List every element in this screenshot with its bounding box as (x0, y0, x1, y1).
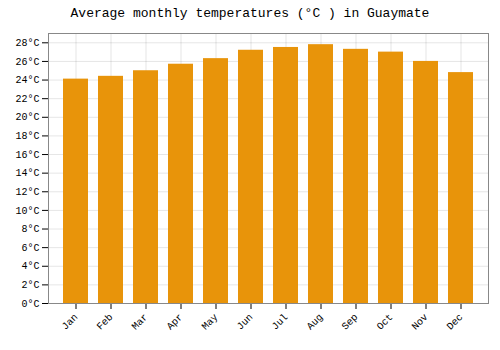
svg-text:26°C: 26°C (15, 57, 39, 68)
svg-text:6°C: 6°C (21, 243, 39, 254)
svg-text:Feb: Feb (95, 312, 116, 333)
svg-text:Dec: Dec (445, 312, 466, 333)
svg-text:Jun: Jun (235, 312, 256, 333)
svg-text:24°C: 24°C (15, 75, 39, 86)
svg-text:Jul: Jul (270, 312, 291, 333)
svg-text:Sep: Sep (340, 312, 361, 333)
svg-text:16°C: 16°C (15, 150, 39, 161)
svg-text:Oct: Oct (375, 312, 396, 333)
svg-text:22°C: 22°C (15, 94, 39, 105)
svg-text:28°C: 28°C (15, 38, 39, 49)
svg-text:4°C: 4°C (21, 261, 39, 272)
svg-text:Jan: Jan (60, 312, 81, 333)
svg-text:2°C: 2°C (21, 280, 39, 291)
svg-text:Apr: Apr (165, 312, 186, 333)
svg-text:May: May (200, 312, 221, 333)
svg-text:12°C: 12°C (15, 187, 39, 198)
svg-text:0°C: 0°C (21, 299, 39, 310)
svg-text:18°C: 18°C (15, 131, 39, 142)
svg-text:14°C: 14°C (15, 168, 39, 179)
svg-text:20°C: 20°C (15, 112, 39, 123)
svg-text:Mar: Mar (130, 312, 151, 333)
svg-text:Nov: Nov (410, 312, 431, 333)
svg-text:8°C: 8°C (21, 224, 39, 235)
html-text:Average monthly temperatures (: Average monthly temperatures (°C ) in Gu… (70, 6, 430, 21)
svg-text:Aug: Aug (305, 312, 326, 333)
svg-text:10°C: 10°C (15, 206, 39, 217)
